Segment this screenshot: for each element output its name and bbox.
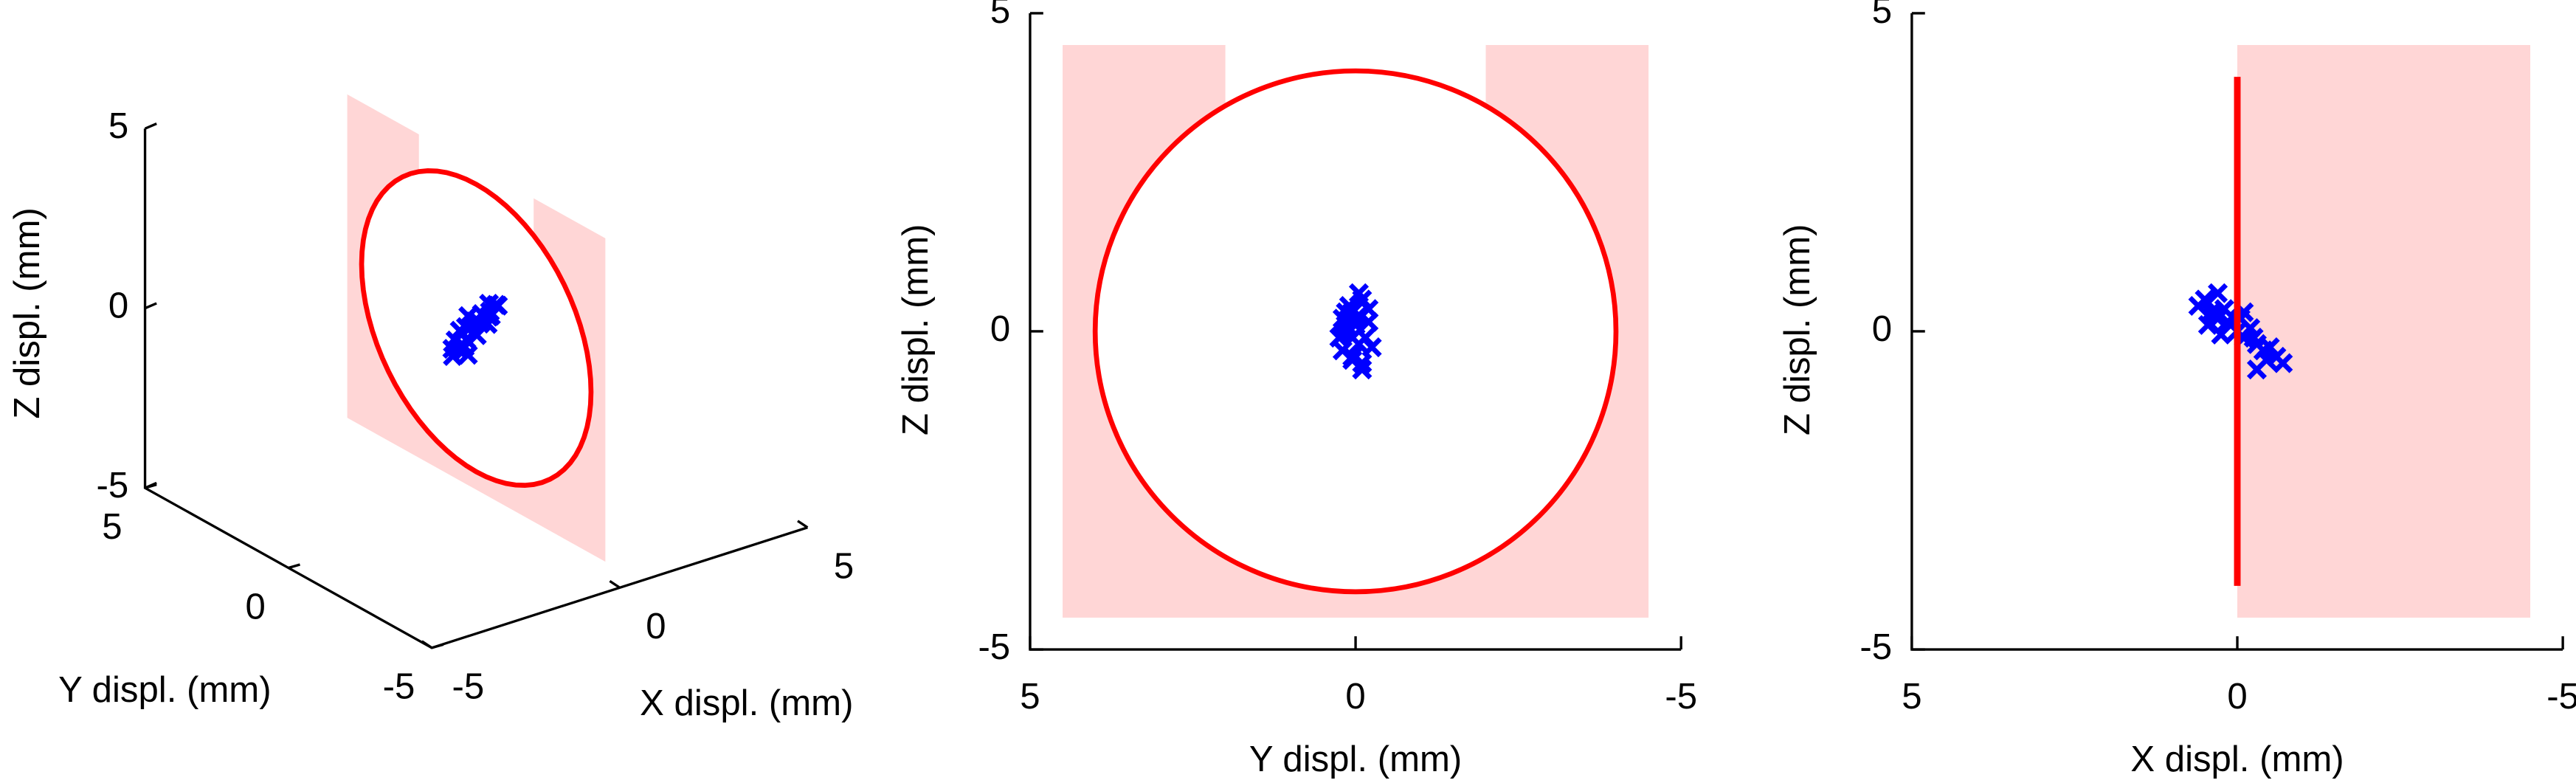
z-tick-label: 5 [108,106,128,146]
y-tick-label: 0 [1872,309,1892,349]
y-tick-label: 5 [102,507,122,547]
x-tick-label: -5 [1665,677,1697,717]
marker [2211,324,2231,345]
y-tick-label: -5 [978,627,1010,667]
marker [2246,359,2268,380]
marker [457,345,478,365]
z-tick-label: 0 [108,286,128,326]
marker [479,293,500,314]
z-tick-label: -5 [97,466,129,506]
x-tick-label: 0 [1345,677,1365,717]
x-tick-label: 5 [1020,677,1040,717]
marker [1361,337,1382,358]
x-axis-label: X displ. (mm) [640,683,853,723]
y-tick [431,643,444,649]
marker [2273,353,2293,373]
marker [1336,302,1356,322]
x-tick-label: -5 [2546,677,2576,717]
z-tick [144,123,157,130]
x-tick-label: 0 [646,607,666,646]
x-axis-label: X displ. (mm) [2130,739,2344,779]
x-tick-label: 5 [1902,677,1921,717]
x-tick [797,520,809,529]
marker [2243,328,2264,348]
y-tick-label: 0 [990,309,1010,349]
x-tick-label: 0 [2227,677,2247,717]
z-axis-label: Z displ. (mm) [7,207,47,419]
y-axis-label: Z displ. (mm) [896,224,936,435]
y-tick-label: -5 [1860,627,1892,667]
marker [448,339,469,359]
ring [359,168,594,489]
shade-notch [1225,43,1486,331]
y-axis-label: Z displ. (mm) [1778,224,1817,435]
marker [458,306,479,326]
marker [1348,283,1370,303]
marker [2204,305,2225,325]
ring [1092,68,1619,595]
x-tick-label: -5 [452,667,484,707]
x-tick [609,579,621,589]
y-tick [288,563,300,570]
shade [2237,45,2531,618]
marker [2208,283,2228,303]
y-tick [145,483,157,489]
z-tick [144,302,157,310]
y-tick-label: 5 [990,0,1010,31]
y-tick-label: 0 [246,587,266,627]
y-tick-label: 5 [1872,0,1892,31]
marker [1352,359,1372,380]
x-axis-label: Y displ. (mm) [1249,739,1462,779]
y-axis-label: Y displ. (mm) [58,670,271,710]
x-tick-label: 5 [834,547,854,587]
y-tick-label: -5 [383,667,415,707]
marker [1329,328,1350,348]
marker [2195,289,2215,310]
x-tick [421,640,433,649]
marker [449,320,470,341]
